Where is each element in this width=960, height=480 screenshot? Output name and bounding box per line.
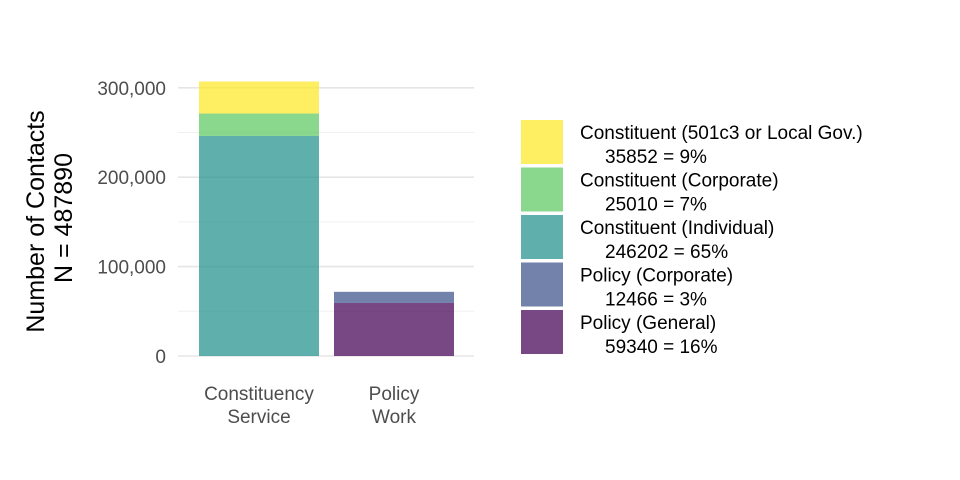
x-tick-label-line: Policy [369, 384, 420, 405]
legend: Constituent (501c3 or Local Gov.) 35852 =… [521, 120, 863, 358]
y-tick-label: 0 [155, 347, 166, 368]
x-tick-label-line: Service [227, 407, 290, 428]
y-axis-label-line-1: Number of Contacts [22, 110, 50, 332]
y-tick-label: 200,000 [97, 168, 166, 189]
x-tick-label: Constituency Service [204, 384, 314, 428]
y-axis: 0 100,000 200,000 300,000 [97, 79, 166, 368]
legend-label: Policy (General) [580, 313, 716, 334]
legend-key [521, 262, 563, 307]
legend-key [521, 120, 563, 164]
y-axis-label-line-2: N = 487890 [50, 153, 78, 283]
legend-label: Constituent (Corporate) [580, 171, 779, 192]
bar-segment [334, 291, 454, 303]
y-tick-label: 300,000 [97, 79, 166, 100]
bar-segment [199, 113, 319, 136]
legend-detail: 246202 = 65% [605, 242, 728, 263]
legend-label: Policy (Corporate) [580, 266, 733, 287]
legend-detail: 25010 = 7% [605, 195, 707, 216]
bar-segment [199, 81, 319, 114]
x-tick-label-line: Constituency [204, 384, 314, 405]
bar-segment [199, 135, 319, 356]
bar-segment [334, 302, 454, 356]
legend-detail: 12466 = 3% [605, 290, 707, 311]
y-tick-label: 100,000 [97, 258, 166, 279]
legend-detail: 59340 = 16% [605, 337, 718, 358]
x-axis: Constituency Service Policy Work [204, 384, 420, 428]
legend-label: Constituent (Individual) [580, 218, 774, 239]
legend-detail: 35852 = 9% [605, 147, 707, 168]
legend-key [521, 215, 563, 259]
legend-label: Constituent (501c3 or Local Gov.) [580, 123, 863, 144]
legend-key [521, 310, 563, 354]
y-axis-label: Number of Contacts N = 487890 [22, 103, 78, 332]
legend-key [521, 167, 563, 212]
bars [199, 81, 454, 356]
x-tick-label-line: Work [372, 407, 416, 428]
x-tick-label: Policy Work [369, 384, 420, 428]
